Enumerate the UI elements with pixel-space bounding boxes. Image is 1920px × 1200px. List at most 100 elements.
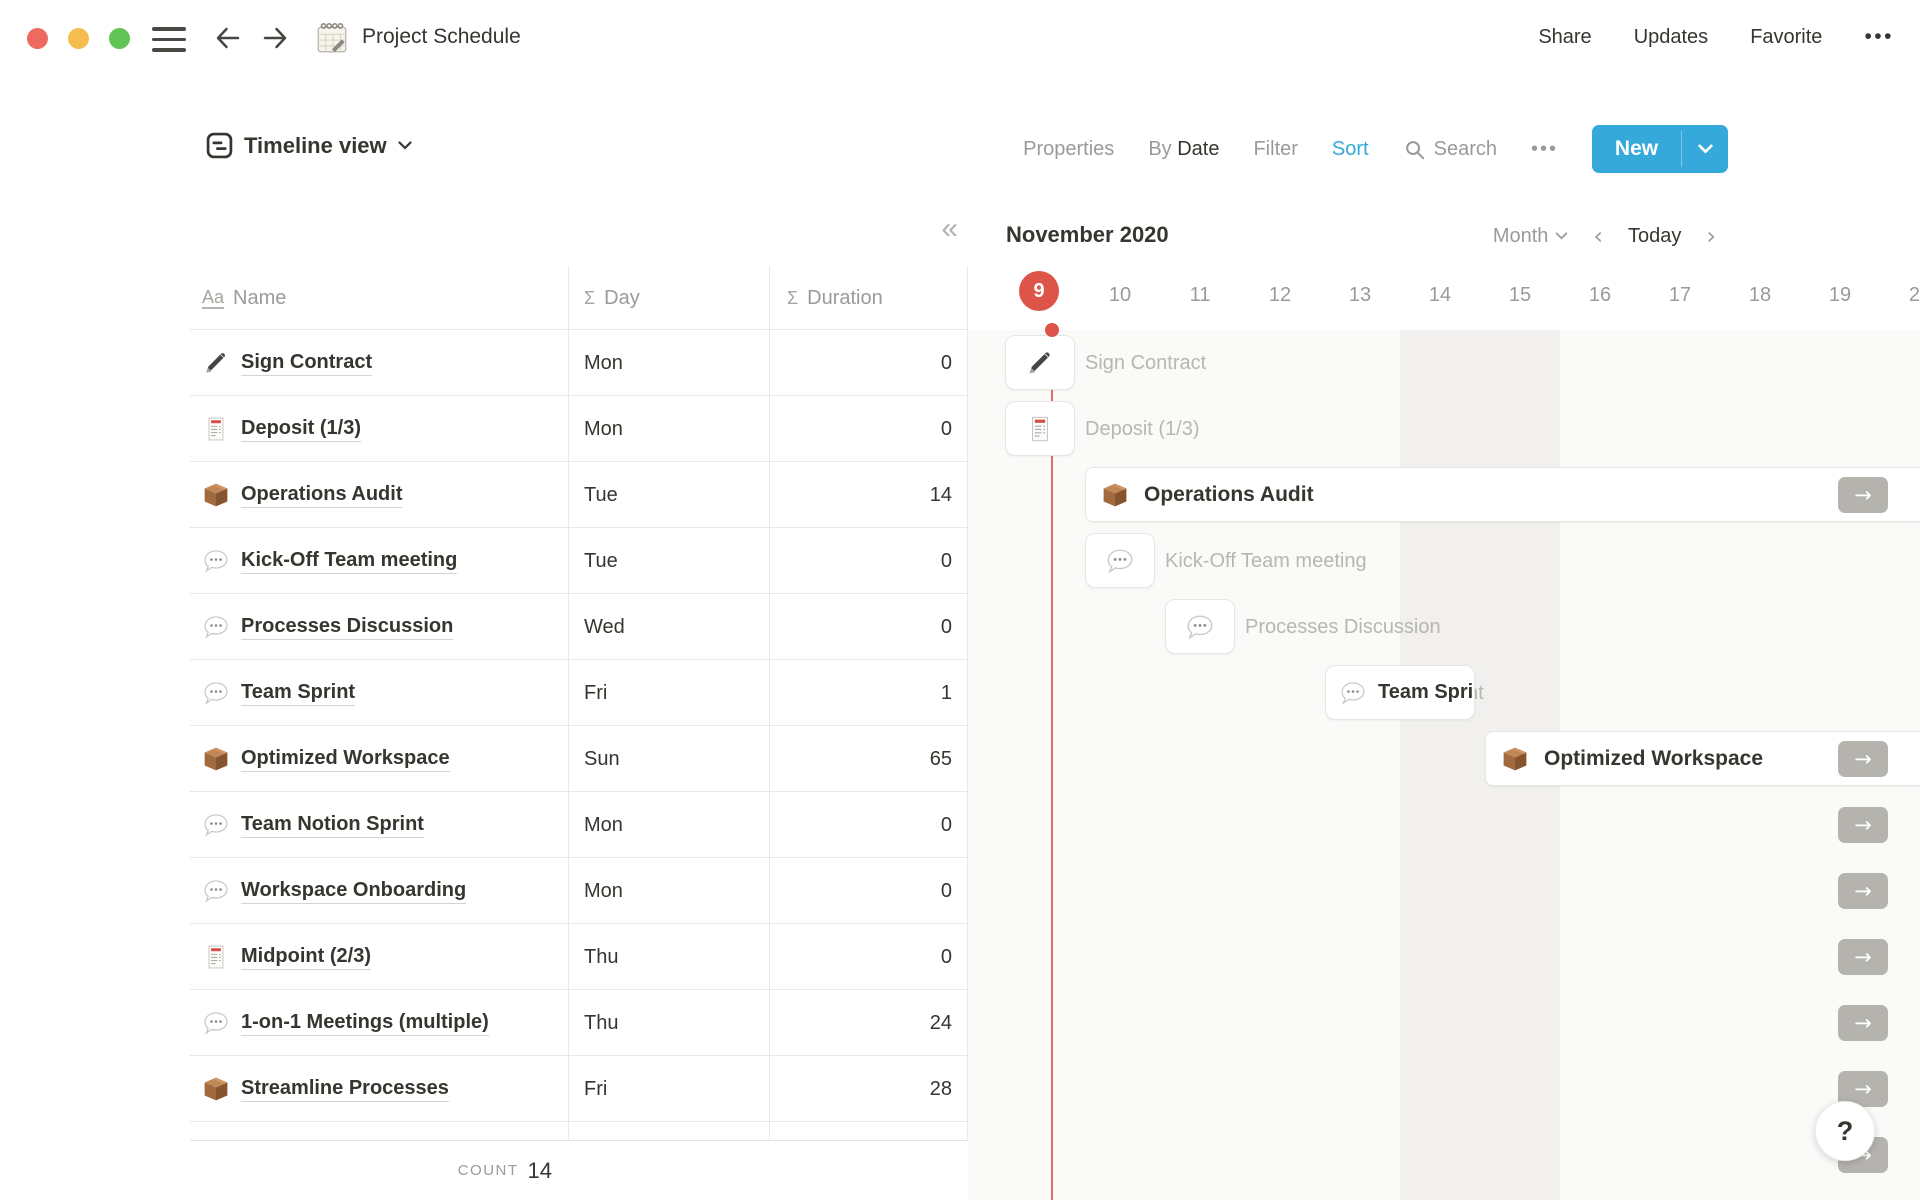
day-cell[interactable]: Mon	[584, 879, 623, 902]
table-row[interactable]: Streamline Processes Fri 28	[190, 1056, 968, 1122]
jump-to-item-arrow-button[interactable]: →	[1838, 873, 1888, 909]
jump-to-item-arrow-button[interactable]: →	[1838, 939, 1888, 975]
column-header-duration[interactable]: Σ Duration	[787, 286, 883, 309]
sidebar-menu-icon[interactable]	[152, 27, 186, 52]
view-more-icon[interactable]: •••	[1530, 137, 1558, 160]
timeline-milestone-card[interactable]	[1005, 335, 1075, 390]
prev-month-icon[interactable]: ‹	[1593, 222, 1604, 250]
minimize-window-button[interactable]	[68, 28, 89, 49]
search-button[interactable]: Search	[1403, 138, 1497, 161]
timeline-day-ruler[interactable]: 10 11 12 13 14 15 16 17 18 19 20	[968, 278, 1920, 318]
timeline-milestone-card[interactable]	[1165, 599, 1235, 654]
timeline-item-bar[interactable]: Operations Audit	[1085, 467, 1920, 522]
duration-cell[interactable]: 0	[940, 615, 952, 638]
favorite-button[interactable]: Favorite	[1750, 25, 1823, 48]
day-cell[interactable]: Tue	[584, 549, 618, 572]
jump-to-item-arrow-button[interactable]: →	[1838, 1005, 1888, 1041]
panel-divider[interactable]	[967, 266, 968, 1140]
filter-button[interactable]: Filter	[1253, 137, 1298, 160]
today-button[interactable]: Today	[1628, 224, 1682, 247]
duration-cell[interactable]: 0	[940, 417, 952, 440]
table-row[interactable]: Kick-Off Team meeting Tue 0	[190, 528, 968, 594]
duration-cell[interactable]: 14	[929, 483, 952, 506]
share-button[interactable]: Share	[1538, 25, 1592, 48]
name-cell[interactable]: Midpoint (2/3)	[190, 924, 568, 990]
day-cell[interactable]: Mon	[584, 351, 623, 374]
updates-button[interactable]: Updates	[1633, 25, 1709, 48]
table-row[interactable]: Deposit (1/3) Mon 0	[190, 396, 968, 462]
page-title[interactable]: Project Schedule	[362, 25, 521, 48]
jump-to-item-arrow-button[interactable]: →	[1838, 807, 1888, 843]
timeline-scale-select[interactable]: Month	[1493, 225, 1569, 248]
timeline-milestone-card[interactable]	[1085, 533, 1155, 588]
duration-cell[interactable]: 0	[940, 351, 952, 374]
day-cell[interactable]: Fri	[584, 681, 608, 704]
table-row[interactable]: 1-on-1 Meetings (multiple) Thu 24	[190, 990, 968, 1056]
zoom-window-button[interactable]	[109, 28, 130, 49]
page-link[interactable]: Processes Discussion	[241, 615, 454, 640]
page-link[interactable]: Workspace Onboarding	[241, 879, 467, 904]
name-cell[interactable]: Kick-Off Team meeting	[190, 528, 568, 594]
table-row[interactable]: Workspace Onboarding Mon 0	[190, 858, 968, 924]
name-cell[interactable]: Sign Contract	[190, 330, 568, 396]
name-cell[interactable]: Workspace Onboarding	[190, 858, 568, 924]
page-link[interactable]: Team Sprint	[241, 681, 356, 706]
page-link[interactable]: Team Notion Sprint	[241, 813, 424, 838]
duration-cell[interactable]: 24	[929, 1011, 952, 1034]
day-cell[interactable]: Sun	[584, 747, 620, 770]
day-cell[interactable]: Tue	[584, 483, 618, 506]
jump-to-item-arrow-button[interactable]: →	[1838, 741, 1888, 777]
duration-cell[interactable]: 1	[940, 681, 952, 704]
properties-button[interactable]: Properties	[1023, 137, 1115, 160]
table-row[interactable]: Operations Audit Tue 14	[190, 462, 968, 528]
column-divider[interactable]	[769, 266, 770, 1140]
page-link[interactable]: Kick-Off Team meeting	[241, 549, 458, 574]
name-cell[interactable]: Operations Audit	[190, 462, 568, 528]
next-month-icon[interactable]: ›	[1706, 222, 1716, 250]
duration-cell[interactable]: 0	[940, 879, 952, 902]
column-divider[interactable]	[568, 266, 569, 1140]
table-row[interactable]: Processes Discussion Wed 0	[190, 594, 968, 660]
name-cell[interactable]: Streamline Processes	[190, 1056, 568, 1122]
duration-cell[interactable]: 28	[929, 1077, 952, 1100]
new-button[interactable]: New	[1592, 125, 1728, 173]
more-options-icon[interactable]: •••	[1864, 25, 1894, 48]
count-footer[interactable]: COUNT 14	[190, 1141, 568, 1200]
table-row[interactable]: Midpoint (2/3) Thu 0	[190, 924, 968, 990]
new-dropdown-chevron-icon[interactable]	[1682, 125, 1728, 173]
name-cell[interactable]: Team Sprint	[190, 660, 568, 726]
new-button-label[interactable]: New	[1614, 137, 1659, 160]
timeline-milestone-card[interactable]	[1005, 401, 1075, 456]
page-link[interactable]: Optimized Workspace	[241, 747, 450, 772]
duration-cell[interactable]: 0	[940, 813, 952, 836]
name-cell[interactable]: 1-on-1 Meetings (multiple)	[190, 990, 568, 1056]
table-row[interactable]: Team Sprint Fri 1	[190, 660, 968, 726]
group-by-button[interactable]: By Date	[1148, 138, 1219, 161]
day-cell[interactable]: Mon	[584, 813, 623, 836]
day-cell[interactable]: Thu	[584, 945, 619, 968]
column-header-day[interactable]: Σ Day	[584, 286, 640, 309]
page-link[interactable]: 1-on-1 Meetings (multiple)	[241, 1011, 489, 1036]
name-cell[interactable]: Team Notion Sprint	[190, 792, 568, 858]
back-arrow-icon[interactable]	[213, 23, 243, 53]
duration-cell[interactable]: 0	[940, 549, 952, 572]
forward-arrow-icon[interactable]	[260, 23, 290, 53]
name-cell[interactable]: Processes Discussion	[190, 594, 568, 660]
page-link[interactable]: Operations Audit	[241, 483, 403, 508]
page-link[interactable]: Midpoint (2/3)	[241, 945, 371, 970]
help-button[interactable]: ?	[1815, 1101, 1875, 1161]
name-cell[interactable]: Optimized Workspace	[190, 726, 568, 792]
timeline-item-bar[interactable]: Team Sprint	[1325, 665, 1475, 720]
day-cell[interactable]: Wed	[584, 615, 625, 638]
page-link[interactable]: Deposit (1/3)	[241, 417, 362, 442]
column-header-name[interactable]: Aa Name	[202, 286, 287, 309]
table-row[interactable]: Team Notion Sprint Mon 0	[190, 792, 968, 858]
collapse-table-icon[interactable]: «	[941, 212, 958, 245]
duration-cell[interactable]: 65	[929, 747, 952, 770]
page-link[interactable]: Streamline Processes	[241, 1077, 449, 1102]
day-cell[interactable]: Fri	[584, 1077, 608, 1100]
table-row[interactable]: Sign Contract Mon 0	[190, 330, 968, 396]
page-link[interactable]: Sign Contract	[241, 351, 373, 376]
duration-cell[interactable]: 0	[940, 945, 952, 968]
table-row[interactable]: Optimized Workspace Sun 65	[190, 726, 968, 792]
